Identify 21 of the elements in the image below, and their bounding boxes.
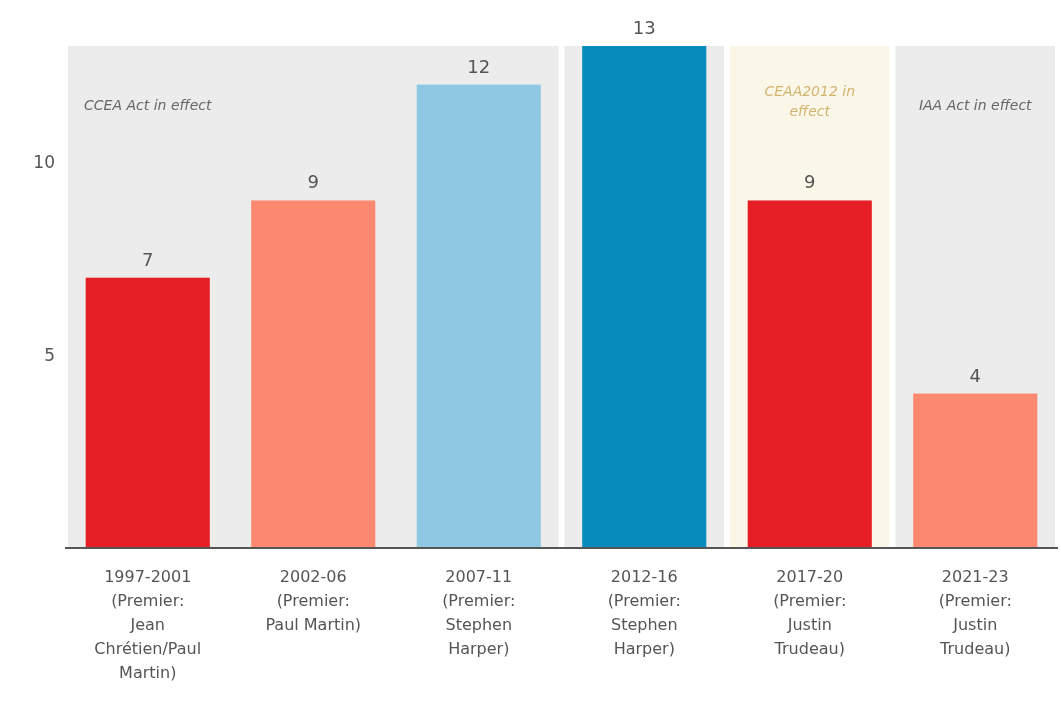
data-label: 9	[804, 171, 816, 193]
band-label: CEAA2012 in effect	[764, 83, 856, 119]
data-label: 4	[969, 364, 981, 386]
x-tick-label: 2012-16 (Premier: Stephen Harper)	[607, 567, 681, 658]
bar	[913, 393, 1038, 548]
data-label: 7	[142, 248, 154, 270]
band-label: IAA Act in effect	[918, 97, 1033, 113]
y-tick-label: 5	[44, 344, 55, 365]
bar	[85, 277, 210, 548]
data-label: 12	[467, 55, 491, 77]
bar	[251, 200, 376, 548]
x-tick-label: 2002-06 (Premier: Paul Martin)	[265, 567, 362, 634]
x-tick-label: 1997-2001 (Premier: Jean Chrétien/Paul Martin)	[94, 567, 202, 682]
y-tick-label: 10	[33, 151, 55, 172]
x-tick-label: 2021-23 (Premier: Justin Trudeau)	[938, 567, 1012, 658]
x-tick-label: 2017-20 (Premier: Justin Trudeau)	[773, 567, 847, 658]
data-label: 9	[307, 171, 319, 193]
x-tick-label: 2007-11 (Premier: Stephen Harper)	[442, 567, 516, 658]
data-label: 13	[632, 17, 656, 38]
bar	[416, 84, 541, 548]
band-label: CCEA Act in effect	[84, 97, 212, 113]
